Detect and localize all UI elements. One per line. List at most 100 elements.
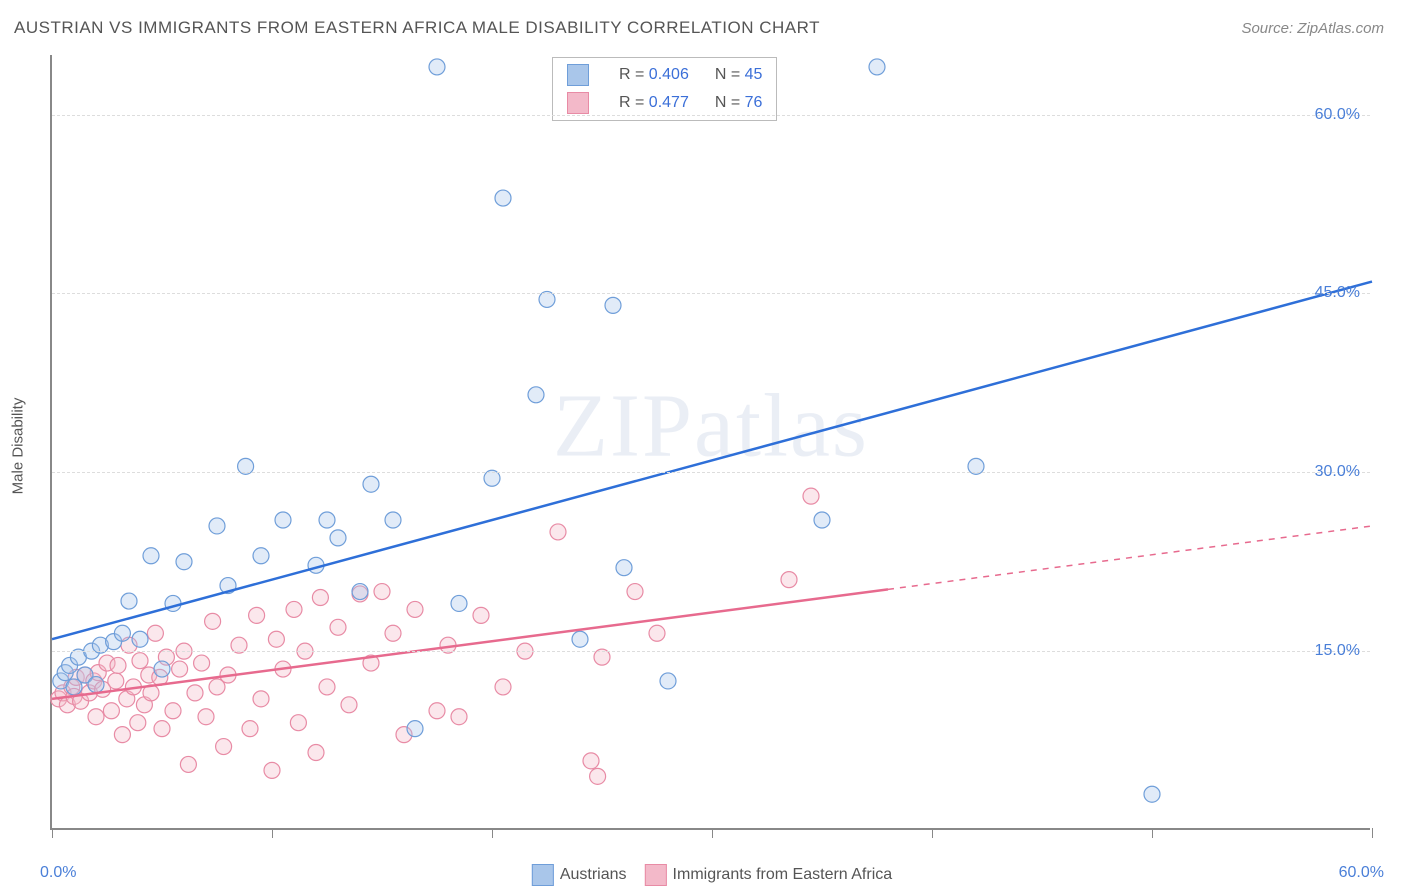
data-point bbox=[110, 657, 126, 673]
data-point bbox=[249, 607, 265, 623]
data-point bbox=[1144, 786, 1160, 802]
data-point bbox=[172, 661, 188, 677]
legend-n-label: N = bbox=[715, 94, 745, 111]
data-point bbox=[590, 768, 606, 784]
gridline bbox=[52, 115, 1370, 116]
data-point bbox=[803, 488, 819, 504]
data-point bbox=[330, 530, 346, 546]
chart-title: AUSTRIAN VS IMMIGRANTS FROM EASTERN AFRI… bbox=[14, 18, 820, 38]
x-tick bbox=[1152, 828, 1153, 838]
x-tick bbox=[492, 828, 493, 838]
gridline bbox=[52, 472, 1370, 473]
y-tick-label: 30.0% bbox=[1315, 463, 1360, 481]
data-point bbox=[176, 554, 192, 570]
y-tick-label: 45.0% bbox=[1315, 284, 1360, 302]
data-point bbox=[407, 601, 423, 617]
legend-swatch bbox=[567, 92, 589, 114]
legend-series-label: Immigrants from Eastern Africa bbox=[673, 866, 893, 883]
legend-r-label: R = bbox=[619, 94, 649, 111]
data-point bbox=[180, 756, 196, 772]
data-point bbox=[114, 727, 130, 743]
legend-r-label: R = bbox=[619, 66, 649, 83]
data-point bbox=[473, 607, 489, 623]
data-point bbox=[814, 512, 830, 528]
legend-n-value: 76 bbox=[745, 94, 763, 111]
data-point bbox=[88, 709, 104, 725]
data-point bbox=[385, 625, 401, 641]
correlation-legend: R = 0.406 N = 45 R = 0.477N = 76 bbox=[552, 57, 777, 121]
data-point bbox=[154, 661, 170, 677]
x-tick bbox=[932, 828, 933, 838]
data-point bbox=[627, 584, 643, 600]
data-point bbox=[275, 512, 291, 528]
data-point bbox=[451, 709, 467, 725]
data-point bbox=[187, 685, 203, 701]
data-point bbox=[147, 625, 163, 641]
data-point bbox=[319, 679, 335, 695]
data-point bbox=[352, 584, 368, 600]
trend-line-dashed bbox=[888, 526, 1372, 589]
data-point bbox=[132, 653, 148, 669]
data-point bbox=[205, 613, 221, 629]
x-axis-min-label: 0.0% bbox=[40, 864, 76, 882]
y-axis-title: Male Disability bbox=[10, 398, 27, 495]
legend-swatch bbox=[567, 64, 589, 86]
data-point bbox=[268, 631, 284, 647]
data-point bbox=[605, 297, 621, 313]
legend-n-label: N = bbox=[715, 66, 745, 83]
data-point bbox=[341, 697, 357, 713]
data-point bbox=[121, 593, 137, 609]
data-point bbox=[660, 673, 676, 689]
data-point bbox=[869, 59, 885, 75]
legend-swatch bbox=[532, 864, 554, 886]
data-point bbox=[649, 625, 665, 641]
data-point bbox=[108, 673, 124, 689]
data-point bbox=[198, 709, 214, 725]
data-point bbox=[253, 691, 269, 707]
y-tick-label: 60.0% bbox=[1315, 106, 1360, 124]
x-tick bbox=[712, 828, 713, 838]
data-point bbox=[264, 762, 280, 778]
legend-row: R = 0.477N = 76 bbox=[555, 90, 774, 116]
x-tick bbox=[272, 828, 273, 838]
legend-swatch bbox=[645, 864, 667, 886]
data-point bbox=[495, 679, 511, 695]
source-attribution: Source: ZipAtlas.com bbox=[1241, 20, 1384, 37]
data-point bbox=[385, 512, 401, 528]
plot-svg bbox=[52, 55, 1370, 828]
data-point bbox=[308, 745, 324, 761]
data-point bbox=[88, 677, 104, 693]
data-point bbox=[363, 476, 379, 492]
data-point bbox=[583, 753, 599, 769]
data-point bbox=[194, 655, 210, 671]
series-legend: Austrians Immigrants from Eastern Africa bbox=[514, 864, 892, 886]
x-axis-max-label: 60.0% bbox=[1339, 864, 1384, 882]
data-point bbox=[242, 721, 258, 737]
data-point bbox=[319, 512, 335, 528]
plot-area: ZIPatlas R = 0.406N = 45R = 0.477N = 76 … bbox=[50, 55, 1370, 830]
data-point bbox=[286, 601, 302, 617]
data-point bbox=[154, 721, 170, 737]
x-tick bbox=[52, 828, 53, 838]
data-point bbox=[495, 190, 511, 206]
data-point bbox=[374, 584, 390, 600]
data-point bbox=[429, 703, 445, 719]
data-point bbox=[781, 572, 797, 588]
gridline bbox=[52, 651, 1370, 652]
data-point bbox=[103, 703, 119, 719]
data-point bbox=[253, 548, 269, 564]
legend-n-value: 45 bbox=[745, 66, 763, 83]
data-point bbox=[209, 518, 225, 534]
legend-series-label: Austrians bbox=[560, 866, 627, 883]
data-point bbox=[407, 721, 423, 737]
data-point bbox=[451, 595, 467, 611]
y-tick-label: 15.0% bbox=[1315, 642, 1360, 660]
legend-row: R = 0.406 N = 45 bbox=[555, 62, 774, 88]
gridline bbox=[52, 293, 1370, 294]
data-point bbox=[165, 703, 181, 719]
legend-r-value: 0.406 bbox=[649, 66, 689, 83]
data-point bbox=[114, 625, 130, 641]
data-point bbox=[330, 619, 346, 635]
x-tick bbox=[1372, 828, 1373, 838]
chart-container: AUSTRIAN VS IMMIGRANTS FROM EASTERN AFRI… bbox=[0, 0, 1406, 892]
